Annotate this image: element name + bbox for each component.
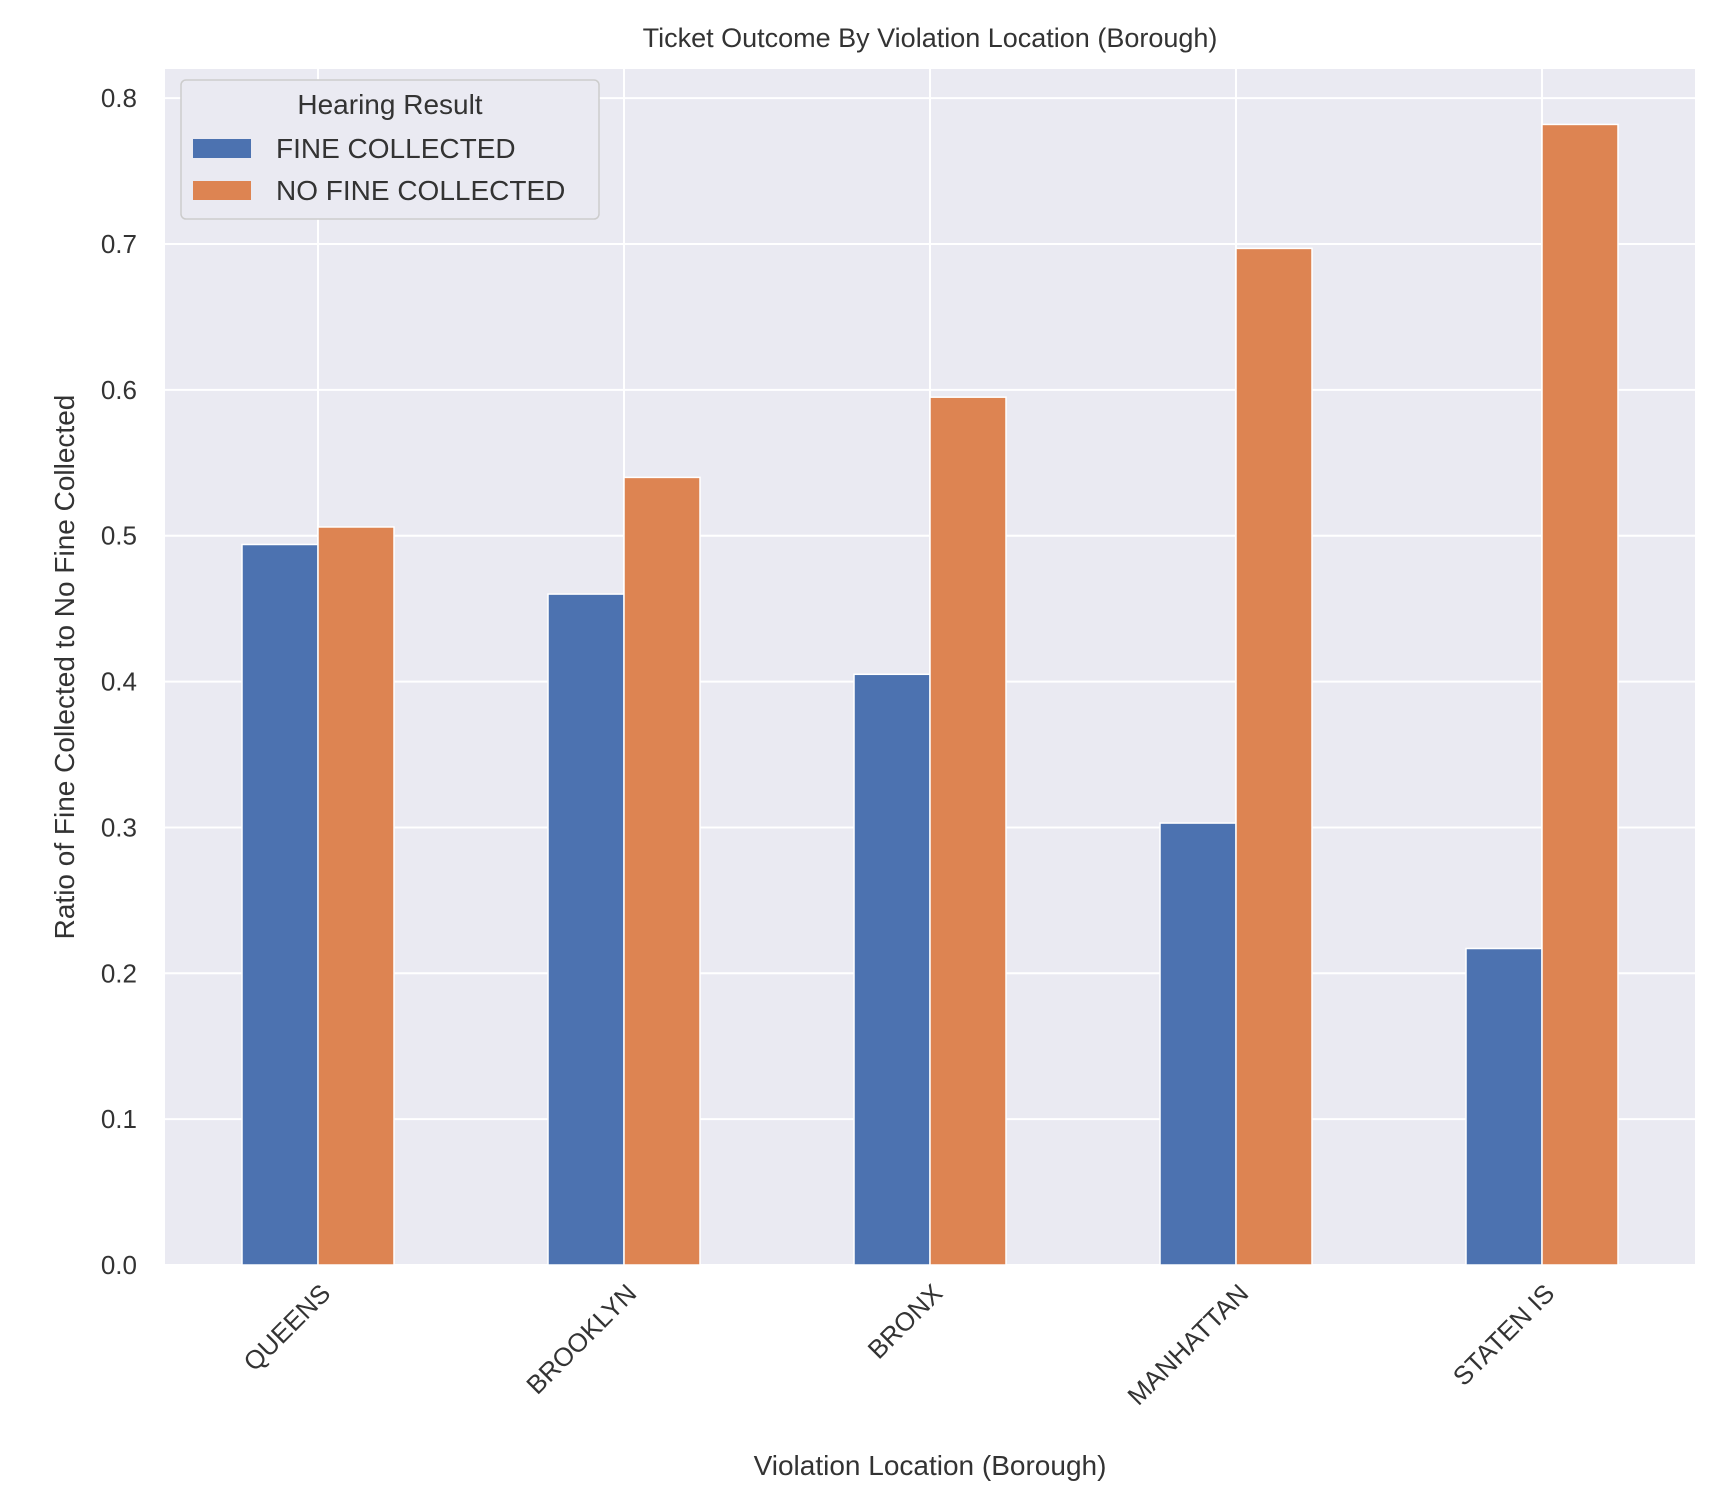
y-axis-label: Ratio of Fine Collected to No Fine Colle… <box>49 395 80 940</box>
bar-fine-collected-brooklyn <box>547 593 625 1266</box>
bar-fine-collected-bronx <box>853 673 931 1266</box>
legend-swatch-no-fine-collected <box>193 181 251 200</box>
y-tick-label: 0.7 <box>101 229 137 259</box>
legend-title: Hearing Result <box>297 89 482 120</box>
x-tick-label: QUEENS <box>237 1278 336 1377</box>
x-tick-label: BRONX <box>862 1278 949 1365</box>
bar-no-fine-collected-staten-is <box>1541 123 1619 1266</box>
bars <box>241 123 1619 1266</box>
chart-title: Ticket Outcome By Violation Location (Bo… <box>643 23 1218 53</box>
bar-no-fine-collected-bronx <box>929 396 1007 1266</box>
y-tick-label: 0.4 <box>101 667 137 697</box>
legend: Hearing Result FINE COLLECTED NO FINE CO… <box>180 79 600 220</box>
y-tick-label: 0.5 <box>101 521 137 551</box>
y-tick-label: 0.0 <box>101 1250 137 1280</box>
x-axis-ticks: QUEENS BROOKLYN BRONX MANHATTAN STATEN IS <box>237 1278 1560 1411</box>
y-axis-ticks: 0.0 0.1 0.2 0.3 0.4 0.5 0.6 0.7 0.8 <box>101 83 137 1280</box>
bar-fine-collected-queens <box>241 543 319 1266</box>
bar-no-fine-collected-brooklyn <box>623 476 701 1266</box>
legend-label-no-fine-collected: NO FINE COLLECTED <box>276 175 565 206</box>
bar-fine-collected-staten-is <box>1465 947 1543 1266</box>
x-tick-label: MANHATTAN <box>1121 1278 1254 1411</box>
y-tick-label: 0.1 <box>101 1104 137 1134</box>
y-tick-label: 0.2 <box>101 958 137 988</box>
bar-fine-collected-manhattan <box>1159 822 1237 1266</box>
bar-no-fine-collected-manhattan <box>1235 247 1313 1266</box>
legend-label-fine-collected: FINE COLLECTED <box>276 133 516 164</box>
x-axis-label: Violation Location (Borough) <box>754 1450 1107 1481</box>
legend-swatch-fine-collected <box>193 139 251 158</box>
bar-no-fine-collected-queens <box>317 526 395 1266</box>
y-tick-label: 0.3 <box>101 812 137 842</box>
legend-box <box>180 79 600 220</box>
y-tick-label: 0.8 <box>101 83 137 113</box>
x-tick-label: STATEN IS <box>1447 1278 1560 1391</box>
y-tick-label: 0.6 <box>101 375 137 405</box>
x-tick-label: BROOKLYN <box>520 1278 642 1400</box>
